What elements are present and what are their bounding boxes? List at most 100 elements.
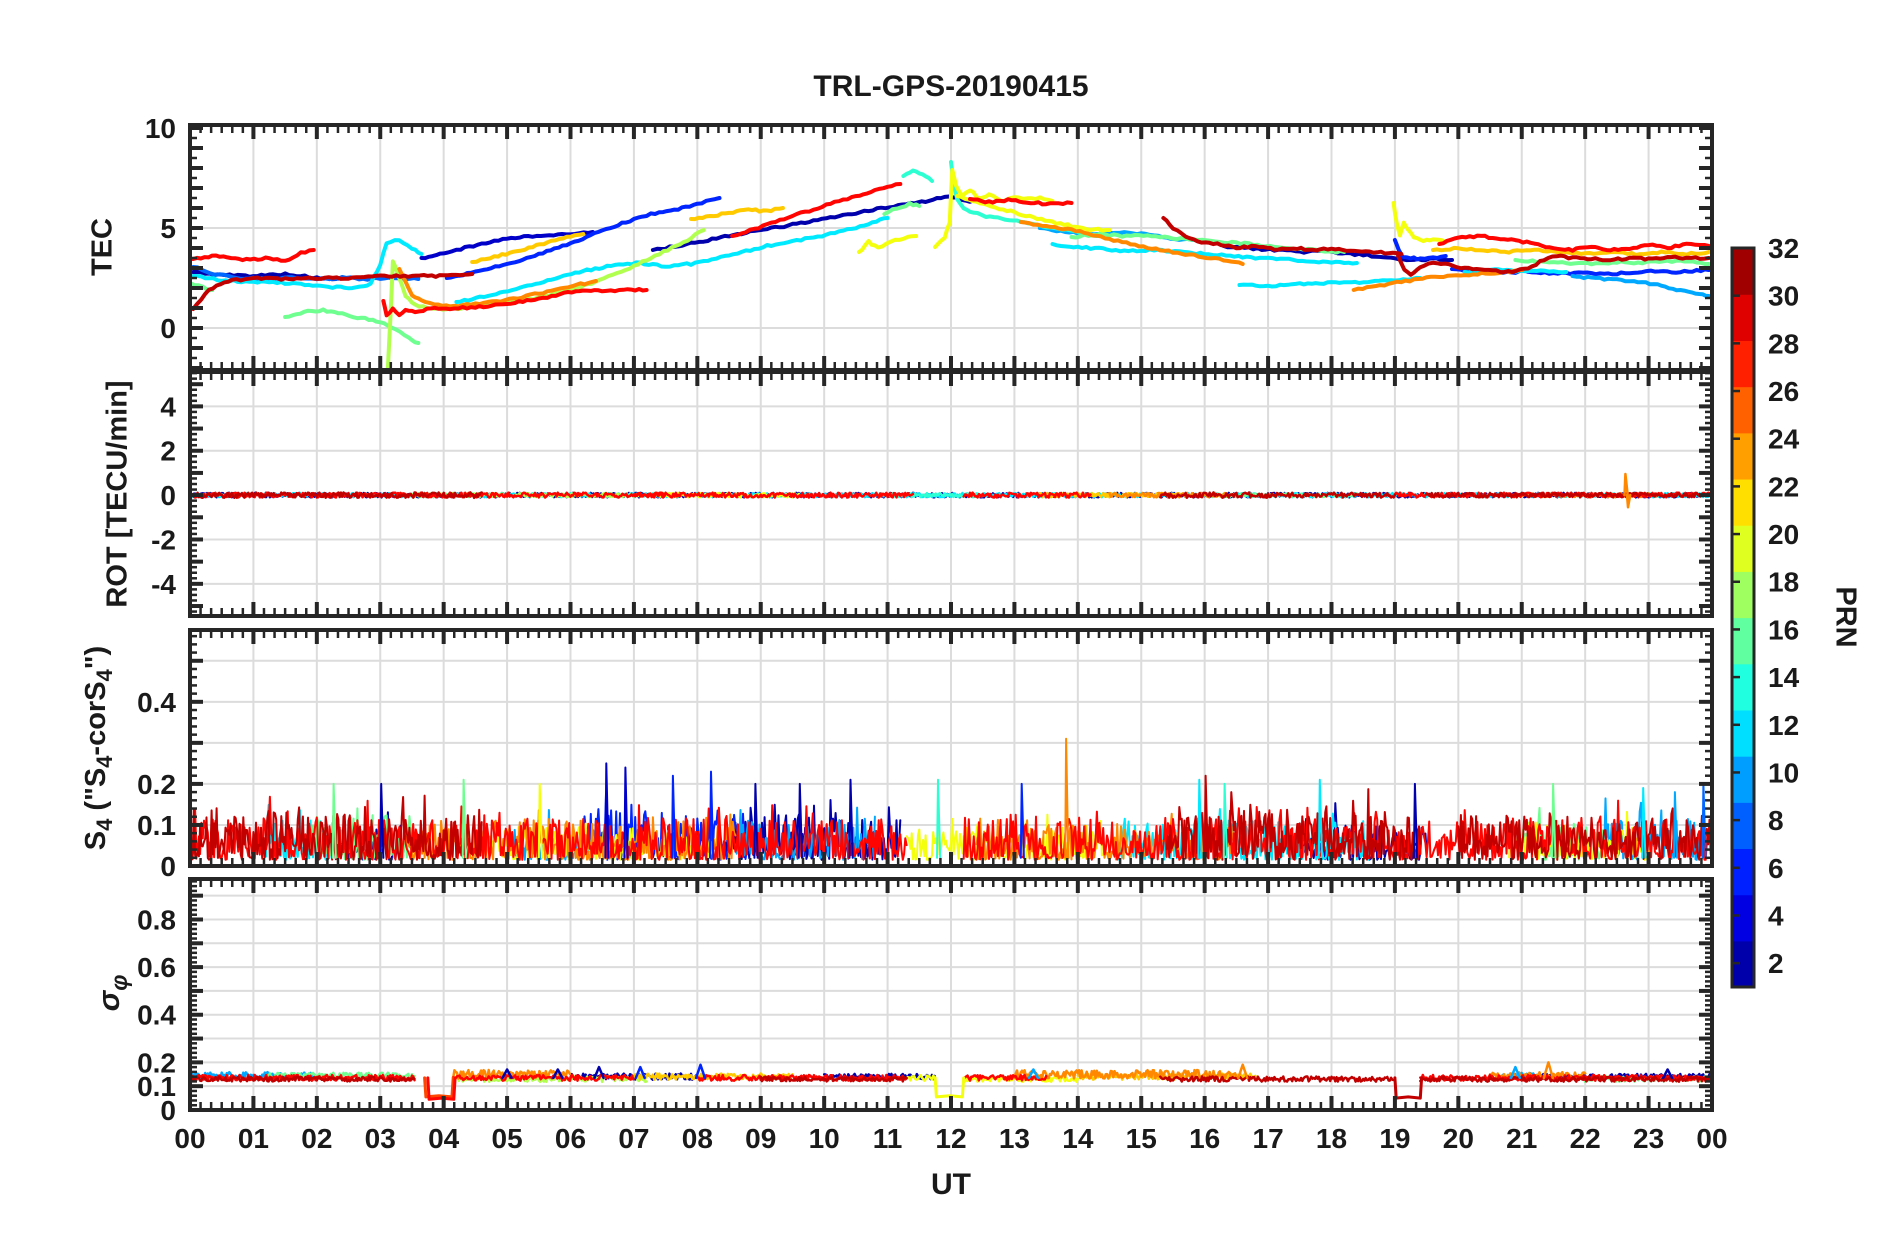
ticks-s4 (188, 630, 1714, 868)
colorbar-cell (1732, 248, 1754, 295)
colorbar-label: PRN (1829, 586, 1862, 648)
ytick-label-sigma_phi: 0.1 (137, 1071, 176, 1102)
xtick-label: 20 (1443, 1123, 1474, 1154)
y-axis-label-sigma-phi: σφ (91, 975, 133, 1012)
x-axis-label: UT (931, 1168, 971, 1201)
y-axis-label-tec: TEC (86, 218, 119, 276)
xtick-label: 02 (301, 1123, 332, 1154)
xtick-label: 11 (873, 1123, 903, 1154)
ticks-rot (188, 371, 1714, 616)
ytick-label-sigma_phi: 0.2 (137, 1047, 176, 1078)
xtick-label: 04 (428, 1123, 460, 1154)
ticks-sigma_phi (188, 879, 1714, 1112)
colorbar-cell (1732, 432, 1754, 480)
series-tec (192, 160, 1710, 368)
ytick-label-sigma_phi: 0.8 (137, 904, 176, 935)
gridlines-sigma_phi (190, 879, 1712, 1110)
ytick-label-s4: 0 (160, 851, 176, 882)
colorbar-tick-label: 18 (1768, 567, 1799, 598)
colorbar-tick-label: 20 (1768, 519, 1799, 550)
gridlines-s4 (190, 630, 1712, 866)
xtick-label: 21 (1506, 1123, 1537, 1154)
colorbar-cell (1732, 386, 1754, 434)
colorbar-tick-label: 14 (1768, 662, 1800, 693)
colorbar-cell (1732, 940, 1754, 988)
colorbar-tick-label: 4 (1768, 900, 1784, 931)
ytick-label-tec: 5 (160, 213, 176, 244)
ytick-label-rot: 2 (160, 436, 176, 467)
xtick-label: 22 (1570, 1123, 1601, 1154)
xtick-label: 00 (1696, 1123, 1727, 1154)
series-sigma_phi (192, 1061, 1710, 1101)
ytick-label-s4: 0.1 (137, 810, 176, 841)
sigma-symbol: σ (91, 990, 126, 1012)
xtick-label: 17 (1253, 1123, 1284, 1154)
colorbar-tick-label: 8 (1768, 805, 1784, 836)
colorbar-cell (1732, 709, 1754, 757)
xtick-label: 12 (935, 1123, 966, 1154)
ytick-label-tec: 0 (160, 313, 176, 344)
colorbar-cell (1732, 802, 1754, 850)
series-rot (192, 472, 1710, 509)
xtick-label: 03 (365, 1123, 396, 1154)
colorbar-cell (1732, 525, 1754, 572)
colorbar-tick-label: 10 (1768, 757, 1799, 788)
colorbar-tick-label: 28 (1768, 328, 1799, 359)
colorbar-cell (1732, 617, 1754, 665)
colorbar-tick-label: 26 (1768, 376, 1799, 407)
colorbar-tick-label: 6 (1768, 853, 1784, 884)
ytick-label-tec: 10 (145, 113, 176, 144)
xtick-label: 01 (238, 1123, 269, 1154)
xtick-label: 00 (174, 1123, 205, 1154)
chart-title: TRL-GPS-20190415 (813, 70, 1089, 103)
panel-s4: 0 0.1 0.2 0.4 (137, 628, 1714, 882)
xtick-label: 16 (1189, 1123, 1220, 1154)
panel-sigma_phi: 00.10.2 0.4 0.6 0.8 (137, 877, 1714, 1126)
ytick-label-sigma_phi: 0.4 (137, 1000, 176, 1031)
colorbar-cell (1732, 663, 1754, 711)
ticks-tec (188, 125, 1714, 370)
colorbar-tick-label: 2 (1768, 948, 1784, 979)
xtick-label: 07 (618, 1123, 649, 1154)
xtick-label: 08 (682, 1123, 713, 1154)
colorbar-cell (1732, 756, 1754, 803)
panel-tec: 0 5 10 (145, 113, 1714, 372)
ytick-label-sigma_phi: 0.6 (137, 952, 176, 983)
ytick-label-rot: -2 (151, 524, 176, 555)
ytick-label-rot: -4 (151, 569, 176, 600)
xtick-label: 19 (1379, 1123, 1410, 1154)
colorbar-tick-label: 32 (1768, 233, 1799, 264)
colorbar-cell (1732, 340, 1754, 388)
phi-subscript: φ (106, 974, 132, 991)
panel-rot: -4 -2 0 2 4 (151, 370, 1714, 618)
xtick-label: 15 (1126, 1123, 1157, 1154)
colorbar-tick-label: 16 (1768, 614, 1799, 645)
ytick-label-rot: 0 (160, 480, 176, 511)
xtick-label: 09 (745, 1123, 776, 1154)
colorbar-tick-label: 12 (1768, 710, 1799, 741)
ytick-label-sigma_phi: 0 (160, 1095, 176, 1126)
series-s4 (192, 737, 1710, 861)
xtick-label: 10 (809, 1123, 840, 1154)
colorbar-tick-label: 24 (1768, 424, 1800, 455)
y-axis-label-rot: ROT [TECU/min] (101, 380, 134, 608)
xtick-label: 13 (999, 1123, 1030, 1154)
ytick-label-s4: 0.2 (137, 769, 176, 800)
colorbar-border (1730, 246, 1756, 989)
colorbar-cell (1732, 848, 1754, 896)
xtick-label: 05 (492, 1123, 523, 1154)
colorbar-cell (1732, 571, 1754, 619)
xtick-label: 14 (1062, 1123, 1094, 1154)
xtick-labels: 00 01 02 03 04 05 06 07 08 09 10 11 12 13 14 15 16 17 18 19… (174, 1123, 1727, 1154)
colorbar-tick-label: 30 (1768, 281, 1799, 312)
xtick-label: 06 (555, 1123, 586, 1154)
colorbar-cell (1732, 894, 1754, 942)
ytick-label-s4: 0.4 (137, 687, 176, 718)
y-axis-label-s4: S4 ("S4-corS4") (80, 645, 117, 851)
colorbar-tick-label: 22 (1768, 471, 1799, 502)
colorbar-cell (1732, 478, 1754, 526)
xtick-label: 18 (1316, 1123, 1347, 1154)
